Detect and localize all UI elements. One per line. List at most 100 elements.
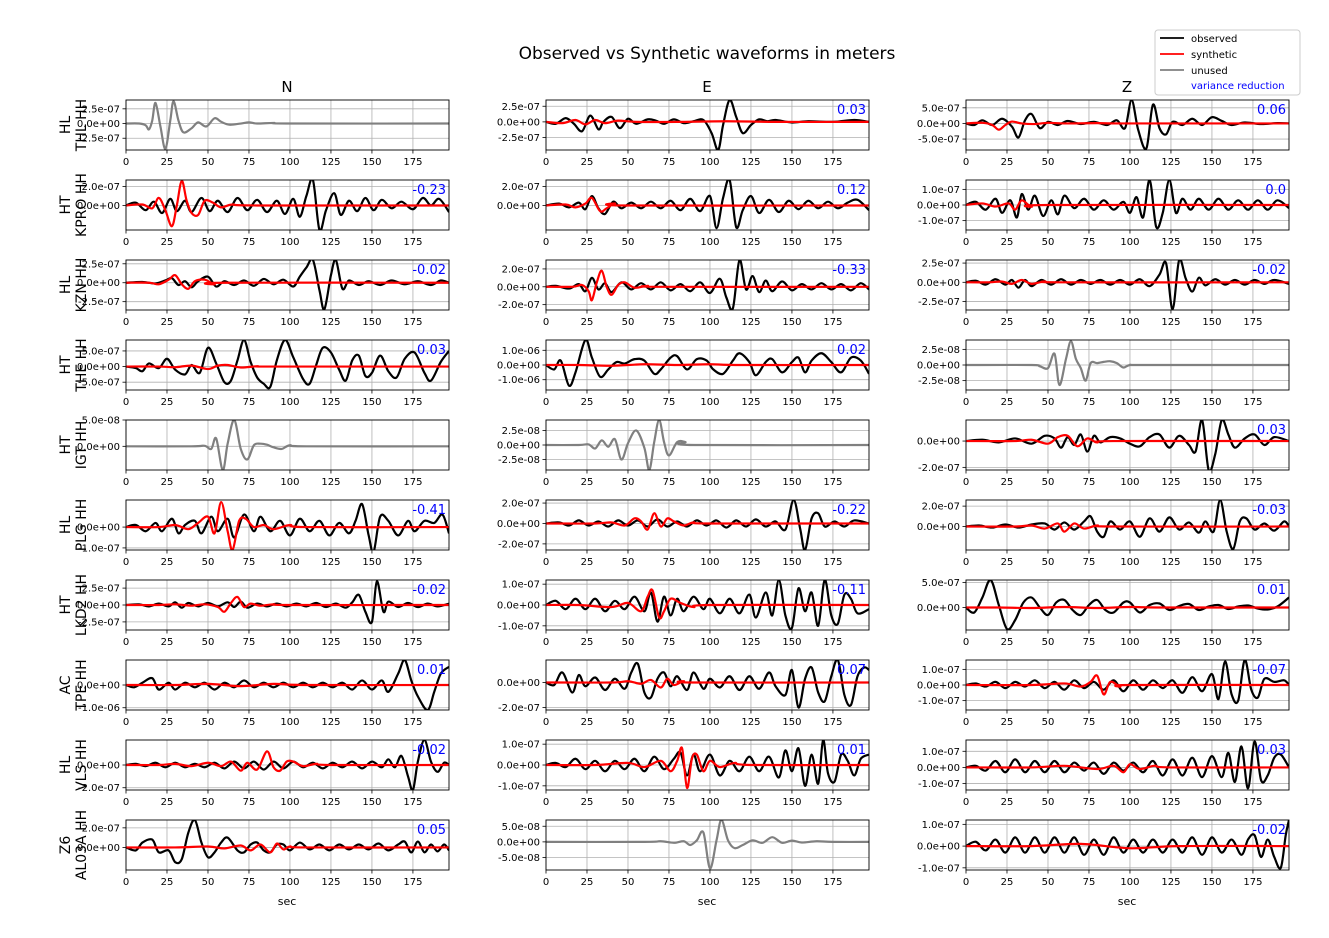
x-tick-label: 100: [1120, 317, 1139, 328]
x-tick-label: 175: [1243, 157, 1262, 168]
x-tick-label: 100: [1120, 477, 1139, 488]
x-tick-label: 75: [243, 637, 256, 648]
x-tick-label: 25: [161, 637, 174, 648]
x-tick-label: 100: [700, 237, 719, 248]
x-tick-label: 125: [321, 717, 340, 728]
x-tick-label: 75: [663, 477, 676, 488]
station-label-line: PLG HH: [74, 499, 90, 552]
synthetic-trace: [546, 196, 869, 213]
observed-trace: [126, 660, 449, 710]
x-tick-label: 0: [963, 477, 969, 488]
station-label-line: HL: [58, 516, 74, 535]
station-label: HLPLG HH: [58, 499, 90, 552]
panel-z-row-10: 1.0e-07 0.0e+00 -1.0e-070 25 50 75 100 125 150 17…: [917, 819, 1290, 888]
x-tick-label: 0: [123, 557, 129, 568]
y-tick-label: -1.0e-07: [918, 216, 960, 227]
y-tick-label: 5.0e-08: [82, 416, 120, 427]
station-label: HTTHE HH: [58, 338, 90, 392]
x-tick-label: 0: [123, 797, 129, 808]
x-tick-label: 25: [1001, 237, 1014, 248]
synthetic-trace: [126, 595, 449, 613]
y-tick-label: 5.0e-07: [82, 346, 120, 357]
x-tick-label: 125: [1161, 557, 1180, 568]
x-tick-label: 125: [741, 397, 760, 408]
x-tick-label: 175: [403, 397, 422, 408]
panel-z-row-4: 2.5e-08 0.0e+00 -2.5e-080 25 50 75 100 125 150 17…: [917, 339, 1290, 408]
x-tick-label: 0: [123, 237, 129, 248]
panel-n-row-8: 0.0e+00 -1.0e-060 25 50 75 100 125 150 175 0.01: [77, 659, 450, 728]
x-tick-label: 175: [1243, 477, 1262, 488]
y-tick-label: 0.0e+00: [917, 119, 960, 130]
y-tick-label: -2.5e-07: [78, 297, 120, 308]
x-tick-label: 25: [161, 237, 174, 248]
x-tick-label: 75: [1083, 157, 1096, 168]
observed-trace: [966, 420, 1289, 470]
x-tick-label: 50: [622, 397, 635, 408]
observed-trace: [546, 660, 869, 709]
x-tick-label: 125: [741, 477, 760, 488]
x-tick-label: 100: [700, 877, 719, 888]
y-tick-label: 0.0e+00: [77, 681, 120, 692]
y-tick-label: -2.0e-07: [78, 783, 120, 794]
x-tick-label: 100: [280, 717, 299, 728]
y-tick-label: 0.0e+00: [497, 601, 540, 612]
observed-trace: [966, 100, 1289, 150]
observed-trace: [966, 500, 1289, 550]
variance-reduction-label: -0.02: [412, 263, 446, 278]
x-tick-label: 75: [1083, 557, 1096, 568]
x-tick-label: 0: [963, 397, 969, 408]
x-tick-label: 75: [1083, 237, 1096, 248]
x-tick-label: 75: [1083, 717, 1096, 728]
unused-trace: [126, 100, 449, 150]
synthetic-trace: [546, 746, 869, 790]
y-tick-label: 2.0e-07: [502, 264, 540, 275]
x-tick-label: 25: [161, 797, 174, 808]
y-tick-label: 0.0e+00: [497, 282, 540, 293]
x-tick-label: 50: [202, 717, 215, 728]
x-tick-label: 125: [321, 477, 340, 488]
station-label-line: IGT HH: [74, 421, 90, 470]
x-tick-label: 150: [362, 317, 381, 328]
variance-reduction-label: -0.02: [1252, 823, 1286, 838]
y-tick-label: 1.0e-07: [502, 580, 540, 591]
y-tick-label: 2.0e-07: [502, 182, 540, 193]
panel-frame: [545, 339, 870, 391]
panel-frame: [965, 579, 1290, 631]
y-tick-label: -2.0e-07: [498, 703, 540, 714]
x-tick-label: 25: [1001, 637, 1014, 648]
y-tick-label: -2.5e-07: [918, 297, 960, 308]
x-tick-label: 75: [243, 877, 256, 888]
unused-trace: [546, 420, 869, 470]
x-tick-label: 50: [202, 477, 215, 488]
x-tick-label: 150: [1202, 557, 1221, 568]
x-tick-label: 100: [1120, 157, 1139, 168]
x-tick-label: 0: [543, 637, 549, 648]
station-label-line: THE HH: [74, 338, 90, 392]
y-tick-label: 0.0e+00: [497, 441, 540, 452]
panel-e-row-2: 2.0e-07 0.0e+00 0 25 50 75 100 125 150 175 0.12: [497, 179, 870, 248]
variance-reduction-label: -0.02: [412, 743, 446, 758]
x-tick-label: 25: [581, 717, 594, 728]
station-label-line: KZN HH: [74, 258, 90, 313]
panel-e-row-4: 1.0e-06 0.0e+00 -1.0e-060 25 50 75 100 125 150 17…: [497, 339, 870, 408]
y-tick-label: 2.5e-07: [82, 584, 120, 595]
x-tick-label: 0: [123, 477, 129, 488]
x-tick-label: 150: [782, 237, 801, 248]
variance-reduction-label: 0.02: [837, 343, 866, 358]
x-tick-label: 25: [161, 717, 174, 728]
x-tick-label: 175: [403, 477, 422, 488]
x-tick-label: 150: [782, 717, 801, 728]
x-tick-label: 75: [1083, 397, 1096, 408]
x-tick-label: 100: [280, 237, 299, 248]
panel-n-row-5: 5.0e-08 0.0e+00 0 25 50 75 100 125 150 175: [77, 416, 450, 488]
panel-n-row-9: 0.0e+00 -2.0e-070 25 50 75 100 125 150 175 -0.02: [77, 739, 450, 808]
variance-reduction-label: 0.03: [1257, 743, 1286, 758]
x-tick-label: 25: [581, 157, 594, 168]
station-label: HLKZN HH: [58, 258, 90, 313]
x-tick-label: 150: [782, 317, 801, 328]
y-tick-label: 2.5e-07: [82, 259, 120, 270]
x-tick-label: 125: [321, 877, 340, 888]
panel-frame: [125, 259, 450, 311]
y-tick-label: 1.0e-07: [922, 185, 960, 196]
panel-z-row-6: 2.0e-07 0.0e+00 0 25 50 75 100 125 150 175 -0.03: [917, 499, 1290, 568]
